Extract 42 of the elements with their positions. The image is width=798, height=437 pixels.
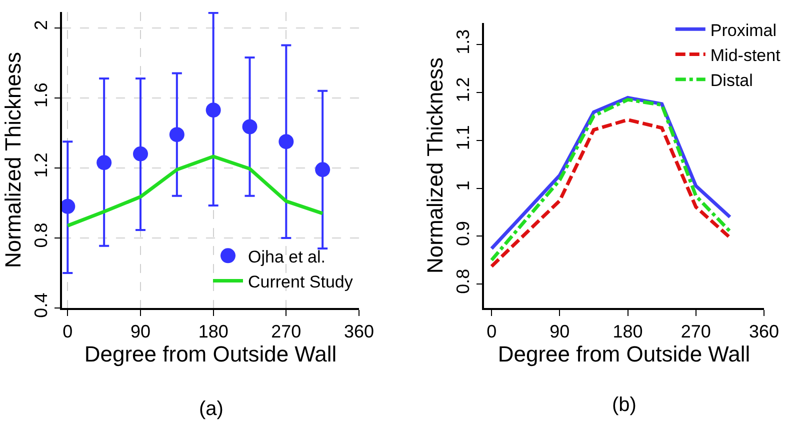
y-tick-label: 1.6 [31,82,52,108]
x-axis-title: Degree from Outside Wall [84,341,337,366]
x-tick-label: 270 [680,321,711,342]
legend-label: Distal [710,70,753,90]
y-tick-label: 1.2 [453,77,474,102]
x-tick-label: 360 [748,321,780,342]
x-tick-label: 270 [271,321,302,342]
text: (b) [612,394,636,416]
point [315,162,330,178]
y-tick-label: 0.9 [453,220,474,246]
y-tick-label: 0.8 [31,222,52,248]
x-tick-label: 180 [612,321,643,342]
line-series [490,118,732,268]
legend-label: Current Study [248,272,354,292]
legend-label: Proximal [710,20,777,40]
y-tick-label: 1.2 [31,152,52,178]
text: (a) [199,398,224,420]
x-tick-label: 90 [550,321,570,342]
x-axis-title: Degree from Outside Wall [498,341,750,366]
y-tick-label: 1.1 [453,125,474,150]
y-tick-label: 2 [31,20,52,30]
point [169,127,184,142]
x-tick-label: 180 [198,321,228,342]
x-tick-label: 0 [62,321,73,342]
legend-label: Mid-stent [710,46,781,65]
x-tick-label: 0 [486,321,497,342]
y-axis-title: Normalized Thickness [0,52,26,268]
line-series [66,154,324,228]
point [96,155,112,170]
x-tick-label: 360 [344,321,374,342]
point [278,134,294,150]
point [133,146,148,162]
y-tick-label: 0.8 [453,268,474,294]
point [60,198,76,214]
y-tick-label: 1 [453,180,474,191]
point [206,102,221,118]
y-tick-label: 0.4 [31,292,52,318]
legend-label: Ojha et al. [248,247,326,266]
y-tick-label: 1.3 [453,29,474,54]
x-tick-label: 90 [130,321,151,342]
point [242,119,258,134]
y-axis-title: Normalized Thickness [422,57,448,274]
